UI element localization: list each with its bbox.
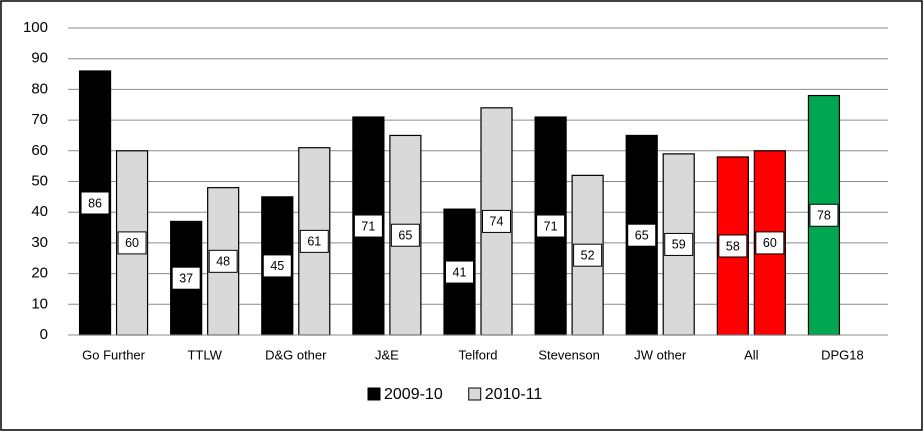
value-label: 78	[817, 209, 831, 223]
value-label-box	[482, 209, 511, 233]
y-tick-label: 80	[31, 80, 48, 97]
value-label: 71	[361, 219, 375, 233]
y-tick-label: 60	[31, 142, 48, 159]
y-tick-label: 40	[31, 203, 48, 220]
x-tick-label: JW other	[634, 347, 687, 362]
x-tick-label: All	[744, 347, 759, 362]
x-tick-label: Stevenson	[538, 347, 599, 362]
y-tick-label: 30	[31, 234, 48, 251]
value-label-box	[390, 223, 420, 247]
value-label-box	[353, 214, 383, 238]
y-tick-label: 20	[31, 265, 48, 282]
value-label-box	[445, 260, 474, 284]
value-label-box	[208, 249, 238, 273]
value-label-box	[573, 243, 603, 267]
y-tick-label: 10	[31, 295, 48, 312]
value-label: 45	[270, 259, 284, 273]
value-label: 65	[635, 229, 649, 243]
x-tick-label: Telford	[458, 347, 497, 362]
value-label: 60	[763, 236, 777, 250]
value-label: 74	[490, 215, 504, 229]
value-label-box	[80, 191, 110, 215]
legend-label: 2010-11	[485, 386, 543, 403]
value-label-box	[755, 231, 785, 255]
value-label: 52	[581, 248, 595, 262]
value-label: 41	[453, 265, 467, 279]
x-tick-label: TTLW	[187, 347, 222, 362]
x-tick-label: D&G other	[265, 347, 327, 362]
value-label: 37	[179, 272, 193, 286]
value-label: 65	[398, 229, 412, 243]
value-label: 48	[216, 255, 230, 269]
value-label-box	[299, 229, 329, 253]
value-label: 86	[88, 196, 102, 210]
value-label: 71	[544, 219, 558, 233]
legend-swatch	[367, 387, 381, 401]
value-label-box	[718, 234, 748, 258]
value-label-box	[536, 214, 566, 238]
y-tick-label: 50	[31, 172, 48, 189]
value-label: 61	[307, 235, 321, 249]
x-tick-label: DPG18	[821, 347, 864, 362]
legend-label: 2009-10	[384, 386, 443, 403]
value-label-box	[171, 266, 201, 290]
x-tick-label: J&E	[375, 347, 399, 362]
y-tick-label: 70	[31, 111, 48, 128]
x-tick-label: Go Further	[82, 347, 146, 362]
y-tick-label: 0	[40, 326, 48, 343]
value-label-box	[627, 223, 657, 247]
value-label-box	[664, 232, 694, 256]
value-label-box	[809, 203, 839, 227]
legend-swatch	[468, 387, 482, 401]
y-tick-label: 100	[23, 19, 48, 36]
value-label: 60	[125, 236, 139, 250]
y-tick-label: 90	[31, 50, 48, 67]
value-label-box	[262, 254, 292, 278]
value-label: 59	[672, 238, 686, 252]
value-label: 58	[726, 239, 740, 253]
value-label-box	[117, 231, 147, 255]
